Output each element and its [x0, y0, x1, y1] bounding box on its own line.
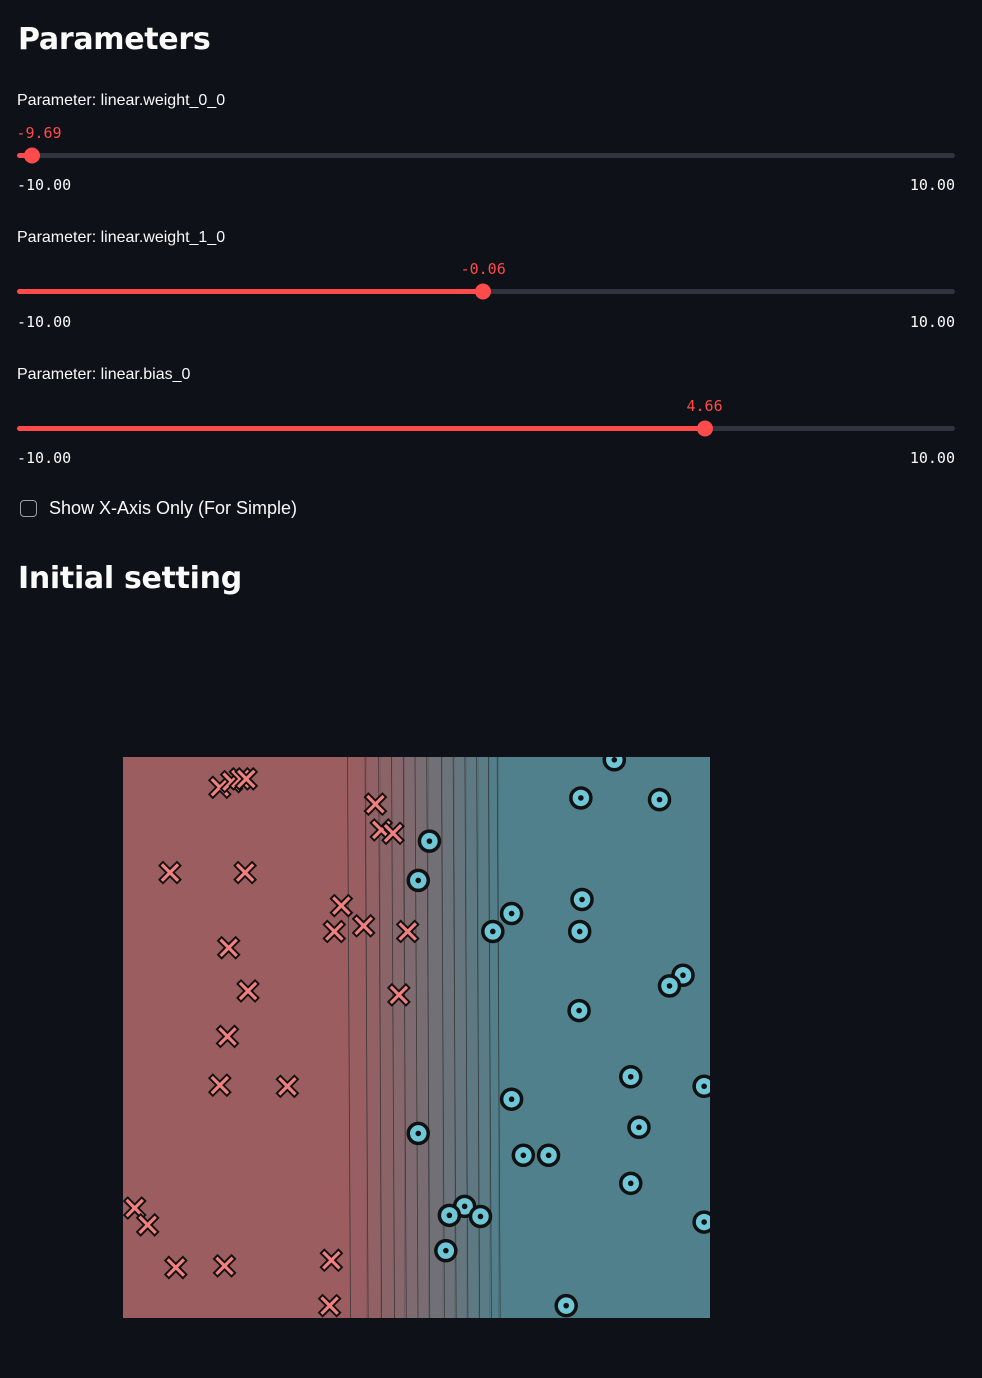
slider-label: Parameter: linear.weight_1_0 [17, 229, 226, 246]
o-point [536, 1143, 561, 1168]
contour-line [414, 757, 419, 1318]
slider-thumb[interactable] [475, 283, 492, 300]
slider-thumb[interactable] [23, 147, 40, 164]
x-point [363, 792, 388, 817]
o-point [499, 901, 524, 926]
initial-setting-title: Initial setting [18, 561, 242, 596]
x-point [322, 919, 347, 944]
slider-thumb[interactable] [696, 420, 713, 437]
transition-band [478, 757, 490, 1318]
class-o-region [498, 757, 710, 1318]
x-point [234, 766, 259, 791]
class-x-region [123, 757, 349, 1318]
x-point [207, 1073, 232, 1098]
transition-band [404, 757, 417, 1318]
o-point [692, 1074, 710, 1099]
transition-band [428, 757, 443, 1318]
o-point [468, 1204, 493, 1229]
transition-band [442, 757, 455, 1318]
transition-band [366, 757, 381, 1318]
transition-band [466, 757, 479, 1318]
slider-bias-0[interactable]: Parameter: linear.bias_0 4.66 -10.00 10.… [17, 366, 955, 486]
o-point [647, 787, 672, 812]
x-point [351, 913, 376, 938]
contour-line [378, 757, 383, 1318]
contour-line [391, 757, 395, 1318]
o-point [417, 829, 442, 853]
x-point [123, 1196, 147, 1220]
x-point [212, 1253, 237, 1278]
x-point [395, 919, 420, 944]
slider-label: Parameter: linear.bias_0 [17, 366, 191, 383]
o-point [406, 868, 431, 893]
contour-line [364, 757, 369, 1318]
contour-line [496, 757, 501, 1318]
o-point [554, 1293, 578, 1318]
x-point [216, 935, 241, 960]
slider-max-label: 10.00 [909, 176, 955, 194]
x-point [381, 821, 405, 846]
x-point [329, 893, 354, 918]
x-point [317, 1293, 342, 1318]
slider-label: Parameter: linear.weight_0_0 [17, 92, 226, 109]
x-point [215, 1024, 240, 1049]
o-point [511, 1143, 536, 1168]
o-point [602, 757, 627, 772]
o-point [499, 1087, 524, 1111]
o-point [619, 1171, 643, 1196]
x-point [158, 860, 182, 885]
o-point [481, 919, 505, 944]
contour-line [347, 757, 351, 1318]
o-point [692, 1210, 710, 1234]
o-point [406, 1121, 431, 1146]
parameters-title: Parameters [18, 22, 211, 57]
transition-band [489, 757, 499, 1318]
x-point [236, 978, 260, 1003]
x-point [275, 1074, 300, 1099]
contour-line [464, 757, 469, 1318]
contour-line [487, 757, 492, 1318]
o-point [437, 1203, 462, 1228]
slider-max-label: 10.00 [909, 449, 955, 467]
transition-band [380, 757, 394, 1318]
slider-value: -9.69 [16, 124, 62, 142]
x-point [233, 860, 258, 885]
checkbox-box[interactable] [20, 500, 37, 517]
slider-min-label: -10.00 [17, 449, 72, 467]
o-point [570, 887, 594, 912]
transition-band [348, 757, 367, 1318]
slider-value: -0.06 [460, 260, 506, 278]
x-point [135, 1212, 160, 1237]
slider-min-label: -10.00 [17, 176, 72, 194]
o-point [567, 998, 591, 1023]
o-point [657, 974, 682, 998]
x-point [386, 982, 411, 1007]
o-point [567, 919, 592, 944]
transition-band [454, 757, 467, 1318]
transition-band [416, 757, 429, 1318]
o-point [569, 786, 593, 810]
checkbox-label: Show X-Axis Only (For Simple) [49, 498, 298, 518]
decision-boundary-plot [123, 757, 710, 1318]
slider-track[interactable] [17, 153, 955, 158]
x-point [163, 1255, 188, 1280]
slider-min-label: -10.00 [17, 313, 72, 331]
slider-fill [17, 426, 705, 431]
show-x-axis-checkbox[interactable]: Show X-Axis Only (For Simple) [20, 498, 297, 519]
x-point [319, 1248, 344, 1273]
slider-weight-1-0[interactable]: Parameter: linear.weight_1_0 -0.06 -10.0… [17, 229, 955, 349]
slider-weight-0-0[interactable]: Parameter: linear.weight_0_0 -9.69 -10.0… [16, 92, 955, 212]
contour-line [402, 757, 407, 1318]
slider-fill [17, 289, 484, 294]
slider-max-label: 10.00 [909, 313, 955, 331]
o-point [434, 1238, 458, 1263]
transition-band [393, 757, 405, 1318]
slider-value: 4.66 [686, 397, 723, 415]
o-point [619, 1065, 643, 1089]
o-point [627, 1115, 651, 1140]
